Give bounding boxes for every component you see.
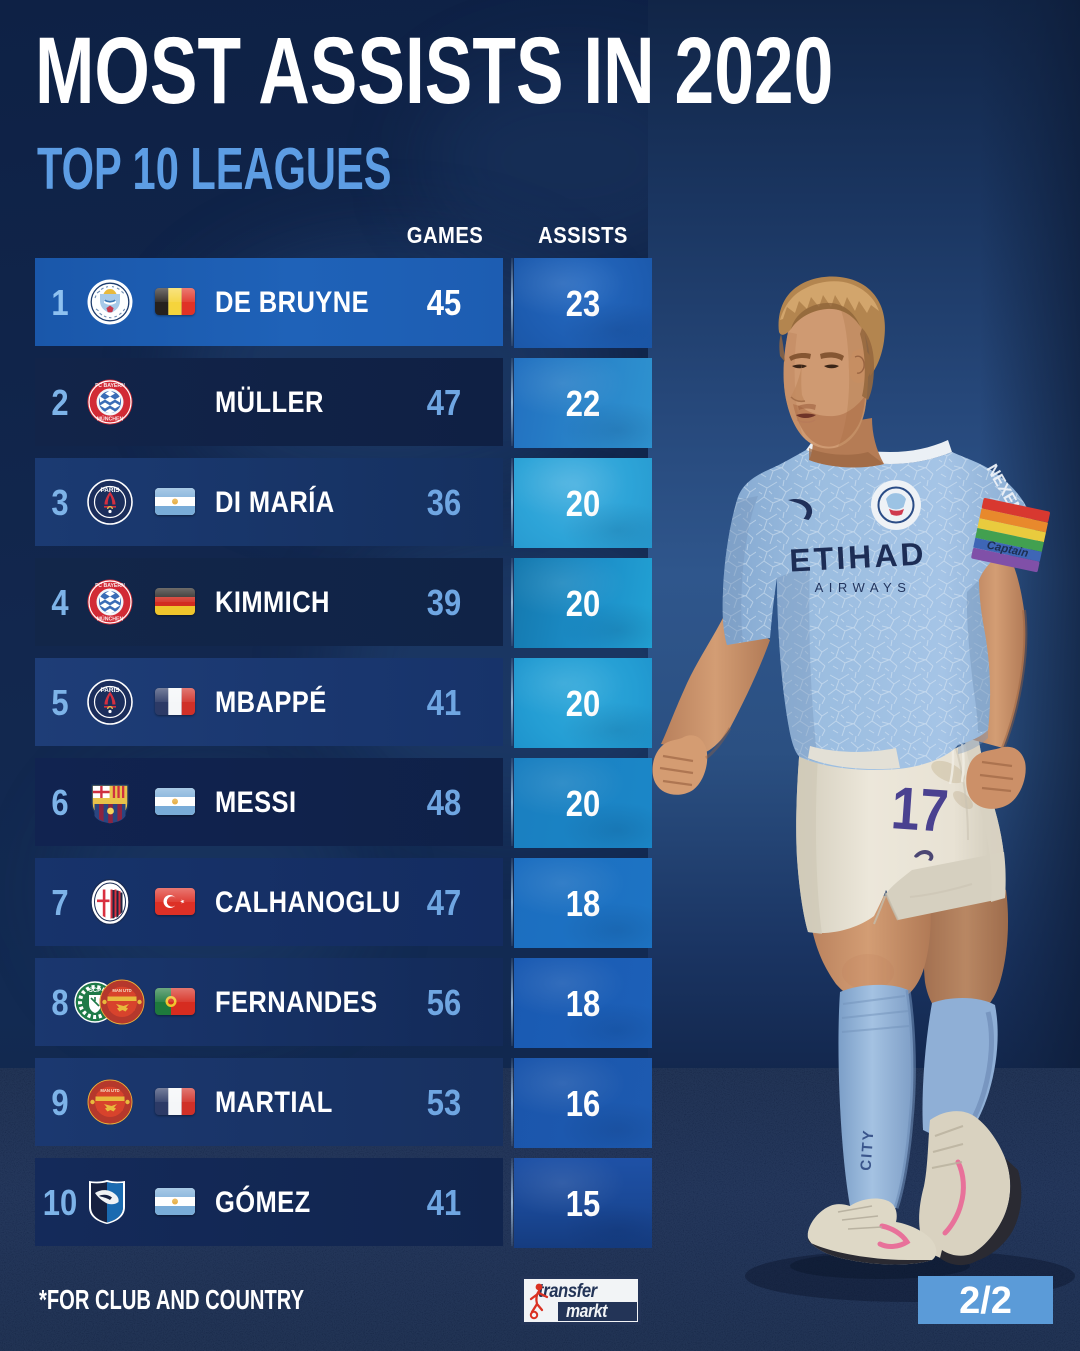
svg-text:FC BAYERN: FC BAYERN xyxy=(95,383,125,389)
svg-text:CITY: CITY xyxy=(858,1128,878,1171)
svg-text:PARIS: PARIS xyxy=(100,687,120,694)
svg-text:MÜNCHEN: MÜNCHEN xyxy=(97,416,124,423)
svg-text:ETIHAD: ETIHAD xyxy=(789,535,928,578)
svg-text:MÜNCHEN: MÜNCHEN xyxy=(97,616,124,623)
svg-text:AIRWAYS: AIRWAYS xyxy=(815,580,912,595)
svg-text:MAN UTD: MAN UTD xyxy=(100,1088,119,1093)
svg-text:MAN UTD: MAN UTD xyxy=(112,988,131,993)
svg-text:17: 17 xyxy=(889,774,950,845)
svg-text:FC BAYERN: FC BAYERN xyxy=(95,583,125,589)
svg-text:PARIS: PARIS xyxy=(100,487,120,494)
svg-text:SCP: SCP xyxy=(89,988,101,994)
